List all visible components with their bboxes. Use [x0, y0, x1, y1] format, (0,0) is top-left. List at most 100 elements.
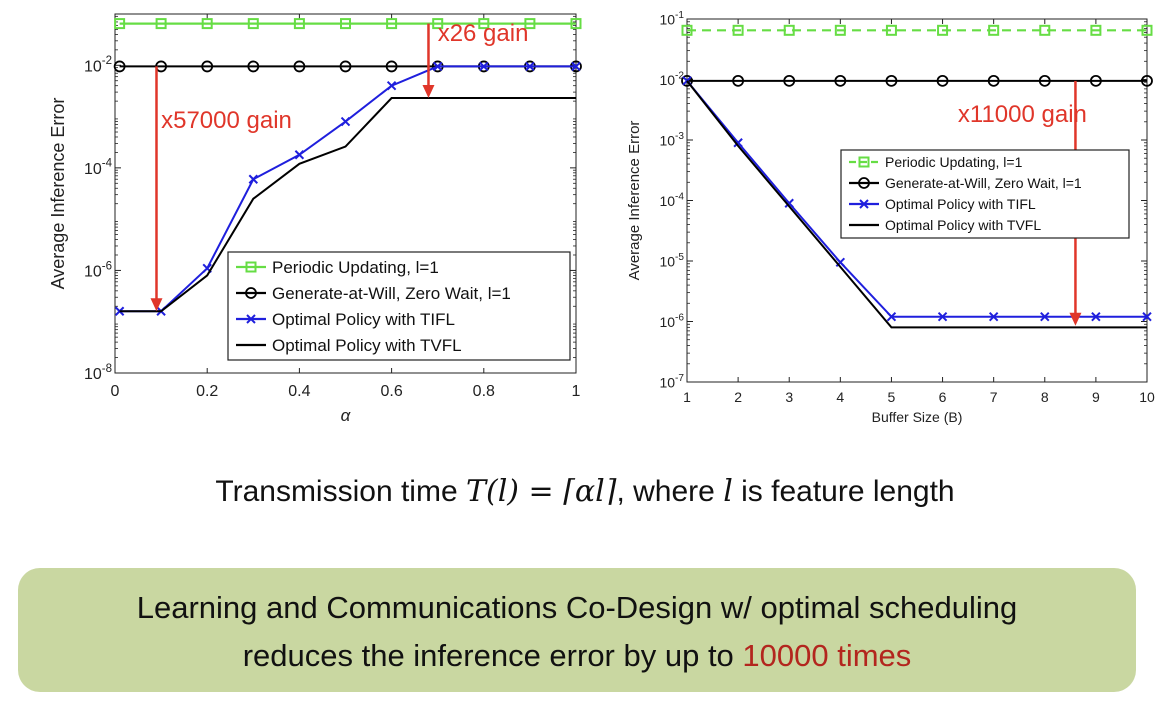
legend-box [840, 149, 1130, 239]
data-point [339, 60, 352, 73]
gain-arrow-head [422, 85, 435, 99]
data-point [386, 80, 397, 91]
x-tick-label: 5 [888, 389, 896, 405]
legend-marker [858, 156, 870, 168]
x-tick-label: 0 [111, 383, 120, 400]
y-tick-label: 10-4 [84, 158, 113, 178]
data-point [784, 198, 794, 208]
series-line-4 [119, 97, 576, 313]
x-tick-label: 0.6 [380, 383, 402, 400]
legend-box [227, 251, 571, 361]
legend-marker [859, 199, 869, 209]
banner-line-2: reduces the inference error by up to 100… [18, 632, 1136, 680]
gain-label: x57000 gain [161, 107, 292, 134]
data-point [524, 18, 536, 30]
legend-marker [245, 287, 257, 299]
data-point [834, 24, 846, 36]
legend-entry: Optimal Policy with TVFL [885, 217, 1041, 233]
data-point [340, 116, 351, 127]
left-chart: 0 0.2 0.4 0.6 0.8 1 10-8 10-6 10-4 10-2 α Average I… [48, 13, 582, 425]
data-point [937, 24, 949, 36]
x-tick-label: 0.8 [473, 383, 495, 400]
series-line-4 [686, 80, 1147, 329]
data-point [988, 312, 999, 322]
data-point [1091, 312, 1101, 322]
caption-suffix: is feature length [732, 475, 955, 508]
legend-marker [246, 314, 256, 324]
x-tick-label: 1 [572, 383, 581, 400]
y-tick-label: 10-3 [659, 131, 684, 148]
legend-entry: Optimal Policy with TVFL [272, 336, 462, 355]
legend-entry: Optimal Policy with TIFL [272, 310, 455, 329]
data-point [732, 74, 745, 87]
data-point [886, 312, 897, 322]
x-tick-label: 6 [939, 389, 947, 405]
legend-marker [858, 177, 870, 189]
banner-line-1: Learning and Communications Co-Design w/… [136, 590, 1018, 625]
data-point [1089, 74, 1102, 87]
y-tick-label: 10-8 [84, 363, 112, 383]
y-tick-label: 10-5 [659, 252, 684, 269]
data-point [114, 18, 126, 30]
y-tick-label: 10-2 [84, 55, 112, 75]
y-tick-label: 10-2 [659, 71, 684, 88]
data-point [293, 60, 306, 73]
banner-line-2-prefix: reduces the inference error by up to [242, 638, 743, 673]
x-tick-label: 7 [990, 389, 998, 405]
data-point [681, 74, 693, 87]
data-point [293, 18, 305, 30]
x-tick-label: 4 [836, 389, 844, 405]
data-point [1090, 24, 1102, 36]
legend-marker [245, 261, 257, 273]
data-point [432, 61, 443, 72]
gain-label: x26 gain [438, 20, 529, 47]
data-point [247, 60, 260, 73]
data-point [248, 174, 259, 184]
x-axis-label: α [341, 406, 352, 425]
data-point [988, 24, 1000, 36]
legend-entry: Generate-at-Will, Zero Wait, l=1 [272, 284, 511, 303]
banner-highlight: 10000 times [742, 638, 912, 673]
x-tick-label: 9 [1092, 389, 1100, 405]
gain-arrow-head [150, 298, 163, 312]
data-point [1038, 74, 1051, 87]
data-point [1039, 24, 1051, 36]
x-tick-label: 0.4 [288, 383, 310, 400]
data-point [885, 24, 897, 36]
y-axis-label: Average Inference Error [626, 121, 643, 281]
y-tick-label: 10-7 [659, 373, 684, 390]
caption: Transmission time T(l) = ⌈αl⌉, where l i… [0, 474, 1170, 509]
right-chart: 1 2 3 4 5 6 7 8 9 10 10-7 10-6 10-5 10-4 10-3 10-2 10-1 B… [626, 10, 1155, 425]
data-point [1142, 312, 1152, 322]
data-point [385, 60, 398, 73]
data-point [1141, 74, 1153, 87]
data-point [570, 18, 582, 30]
data-point [987, 74, 1000, 87]
legend-entry: Periodic Updating, l=1 [272, 258, 439, 277]
data-point [733, 138, 743, 148]
data-point [783, 24, 795, 36]
series-line-3 [686, 80, 1147, 318]
x-axis-label: Buffer Size (B) [872, 409, 963, 425]
legend-entry: Generate-at-Will, Zero Wait, l=1 [885, 175, 1082, 191]
x-tick-label: 2 [734, 389, 742, 405]
caption-formula: T(l) = ⌈αl⌉ [465, 474, 617, 509]
x-tick-label: 8 [1041, 389, 1049, 405]
x-tick-label: 0.2 [196, 383, 218, 400]
data-point [294, 150, 305, 160]
y-tick-label: 10-6 [84, 260, 112, 280]
y-tick-label: 10-4 [659, 192, 684, 209]
data-point [885, 74, 898, 87]
data-point [681, 24, 693, 36]
legend-entry: Optimal Policy with TIFL [885, 196, 1036, 212]
gain-arrow-head [1069, 312, 1082, 326]
data-point [201, 60, 214, 73]
data-point [113, 60, 126, 73]
data-point [1040, 312, 1050, 322]
y-tick-label: 10-6 [659, 313, 684, 330]
data-point [247, 18, 259, 30]
data-point [340, 18, 351, 30]
data-point [155, 18, 167, 30]
gain-label: x11000 gain [958, 101, 1087, 128]
data-point [936, 74, 949, 87]
